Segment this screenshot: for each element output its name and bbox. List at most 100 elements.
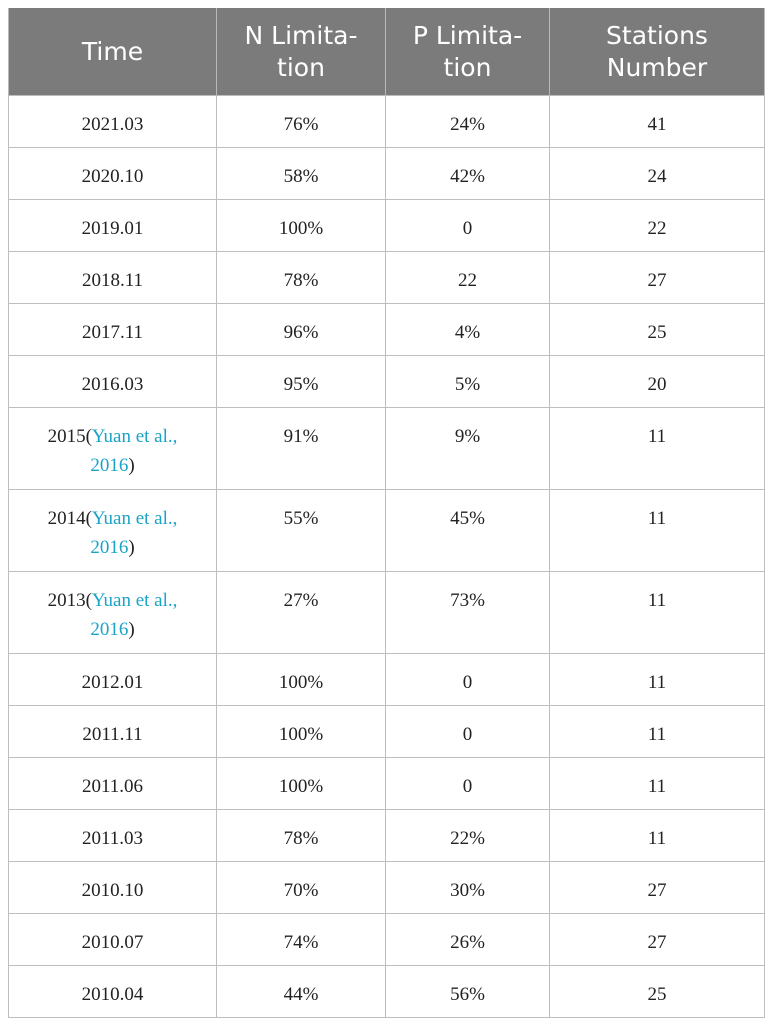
reference-link[interactable]: Yuan et al., [91, 426, 178, 447]
cell-time: 2010.04 [8, 965, 217, 1018]
cell-p-limitation: 9% [385, 407, 550, 490]
reference-link-year[interactable]: 2016 [90, 455, 129, 476]
cell-p-limitation: 4% [385, 303, 550, 356]
reference-link[interactable]: Yuan et al., [91, 508, 178, 529]
header-stations-number: Stations Number [549, 8, 765, 96]
cell-p-limitation: 24% [385, 95, 550, 148]
cell-n-limitation: 44% [216, 965, 386, 1018]
table-row: 2011.03 78% 22% 11 [8, 809, 765, 862]
cell-stations-number: 27 [549, 861, 765, 914]
time-value: 2019.01 [81, 218, 144, 239]
table-row: 2017.11 96% 4% 25 [8, 303, 765, 356]
cell-stations-number: 41 [549, 95, 765, 148]
header-stations-number-line1: Stations [606, 20, 708, 50]
cell-stations-number: 11 [549, 571, 765, 654]
time-value: 2011.11 [82, 724, 143, 745]
time-value: 2012.01 [81, 672, 144, 693]
cell-time: 2014(Yuan et al., 2016) [8, 489, 217, 572]
cell-n-limitation: 78% [216, 809, 386, 862]
cell-time: 2012.01 [8, 653, 217, 706]
cell-p-limitation: 22 [385, 251, 550, 304]
cell-p-limitation: 26% [385, 913, 550, 966]
table-row: 2020.10 58% 42% 24 [8, 147, 765, 200]
cell-time: 2015(Yuan et al., 2016) [8, 407, 217, 490]
cell-n-limitation: 100% [216, 653, 386, 706]
reference-link[interactable]: Yuan et al., [91, 590, 178, 611]
cell-n-limitation: 95% [216, 355, 386, 408]
cell-p-limitation: 0 [385, 199, 550, 252]
cell-stations-number: 25 [549, 303, 765, 356]
header-time: Time [8, 8, 217, 96]
time-value: 2013( [47, 590, 92, 611]
table-row: 2010.10 70% 30% 27 [8, 861, 765, 914]
header-stations-number-line2: Number [606, 52, 708, 82]
cell-p-limitation: 0 [385, 653, 550, 706]
cell-n-limitation: 100% [216, 199, 386, 252]
cell-stations-number: 11 [549, 809, 765, 862]
cell-time: 2021.03 [8, 95, 217, 148]
cell-stations-number: 27 [549, 913, 765, 966]
table-row: 2021.03 76% 24% 41 [8, 95, 765, 148]
cell-stations-number: 22 [549, 199, 765, 252]
data-table-container: Time N Limita- tion P Limita- tion Stati… [8, 8, 765, 1018]
time-value: 2010.04 [81, 984, 144, 1005]
cell-time: 2016.03 [8, 355, 217, 408]
reference-close-paren: ) [128, 537, 135, 558]
table-row: 2011.11 100% 0 11 [8, 705, 765, 758]
header-p-limitation: P Limita- tion [385, 8, 550, 96]
cell-p-limitation: 5% [385, 355, 550, 408]
cell-n-limitation: 100% [216, 757, 386, 810]
table-row: 2014(Yuan et al., 2016) 55% 45% 11 [8, 489, 765, 572]
cell-stations-number: 25 [549, 965, 765, 1018]
table-row: 2019.01 100% 0 22 [8, 199, 765, 252]
cell-stations-number: 20 [549, 355, 765, 408]
cell-stations-number: 11 [549, 407, 765, 490]
cell-stations-number: 11 [549, 489, 765, 572]
header-time-line: Time [81, 36, 144, 66]
cell-time: 2013(Yuan et al., 2016) [8, 571, 217, 654]
cell-p-limitation: 73% [385, 571, 550, 654]
time-value: 2010.10 [81, 880, 144, 901]
reference-close-paren: ) [128, 455, 135, 476]
table-row: 2016.03 95% 5% 20 [8, 355, 765, 408]
cell-time: 2018.11 [8, 251, 217, 304]
cell-p-limitation: 56% [385, 965, 550, 1018]
cell-n-limitation: 55% [216, 489, 386, 572]
cell-n-limitation: 96% [216, 303, 386, 356]
time-value: 2020.10 [81, 166, 144, 187]
cell-time: 2011.06 [8, 757, 217, 810]
cell-n-limitation: 78% [216, 251, 386, 304]
time-value: 2021.03 [81, 114, 144, 135]
reference-link-year[interactable]: 2016 [90, 537, 129, 558]
cell-p-limitation: 42% [385, 147, 550, 200]
cell-p-limitation: 0 [385, 757, 550, 810]
cell-n-limitation: 100% [216, 705, 386, 758]
cell-time: 2010.10 [8, 861, 217, 914]
table-row: 2011.06 100% 0 11 [8, 757, 765, 810]
header-n-limitation-line1: N Limita- [244, 20, 358, 50]
cell-n-limitation: 27% [216, 571, 386, 654]
header-p-limitation-line1: P Limita- [412, 20, 523, 50]
cell-time: 2020.10 [8, 147, 217, 200]
table-row: 2015(Yuan et al., 2016) 91% 9% 11 [8, 407, 765, 490]
time-value: 2018.11 [81, 270, 144, 291]
cell-time: 2010.07 [8, 913, 217, 966]
cell-n-limitation: 70% [216, 861, 386, 914]
table-row: 2010.04 44% 56% 25 [8, 965, 765, 1018]
cell-time: 2017.11 [8, 303, 217, 356]
table-row: 2018.11 78% 22 27 [8, 251, 765, 304]
cell-p-limitation: 0 [385, 705, 550, 758]
cell-stations-number: 11 [549, 757, 765, 810]
cell-stations-number: 11 [549, 653, 765, 706]
table-row: 2013(Yuan et al., 2016) 27% 73% 11 [8, 571, 765, 654]
table-body: 2021.03 76% 24% 41 2020.10 58% 42% 24 2019.01 100… [8, 95, 765, 1018]
cell-time: 2011.11 [8, 705, 217, 758]
time-value: 2010.07 [81, 932, 144, 953]
cell-n-limitation: 58% [216, 147, 386, 200]
cell-stations-number: 24 [549, 147, 765, 200]
header-row: Time N Limita- tion P Limita- tion Stati… [8, 8, 765, 96]
header-n-limitation: N Limita- tion [216, 8, 386, 96]
header-n-limitation-line2: tion [277, 52, 325, 82]
time-value: 2011.06 [81, 776, 144, 797]
reference-link-year[interactable]: 2016 [90, 619, 129, 640]
